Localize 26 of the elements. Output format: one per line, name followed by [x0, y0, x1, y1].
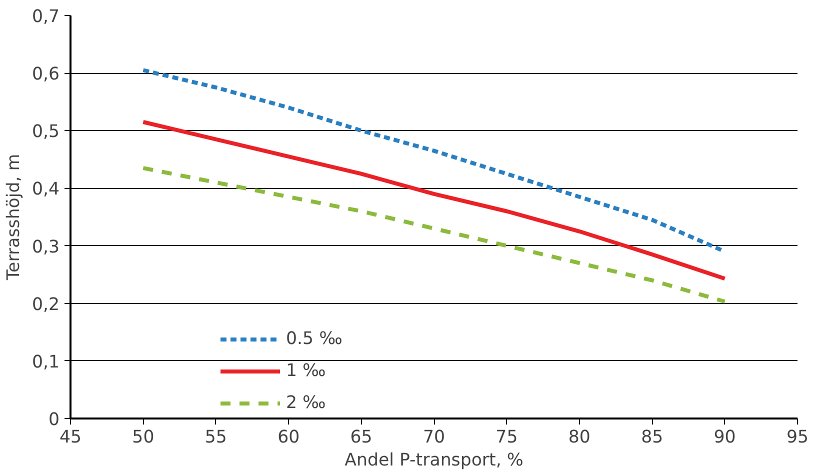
- y-tick-label: 0,4: [32, 180, 60, 200]
- legend-label: 0.5 ‰: [286, 329, 342, 349]
- x-tick-label: 90: [714, 428, 736, 448]
- line-series: [141, 120, 727, 281]
- y-tick-label: 0,1: [32, 352, 60, 372]
- x-tick-label: 75: [496, 428, 518, 448]
- x-tick-label: 70: [422, 428, 446, 448]
- x-tick-label: 45: [59, 428, 82, 448]
- x-tick-label: 80: [568, 428, 590, 448]
- y-tick-label: 0,3: [32, 237, 60, 258]
- y-tick-label: 0,5: [32, 122, 60, 142]
- line-series: [141, 166, 727, 304]
- y-axis-title: Terrasshöjd, m: [4, 154, 24, 282]
- y-tick-label: 0,6: [32, 64, 60, 85]
- x-tick-label: 60: [278, 428, 300, 448]
- y-tick-label: 0,7: [32, 7, 60, 27]
- y-tick-label: 0: [48, 410, 60, 430]
- legend-label: 2 ‰: [286, 393, 326, 413]
- y-tick-label: 0,2: [32, 294, 60, 315]
- x-tick-label: 55: [204, 428, 227, 448]
- legend-label: 1 ‰: [286, 361, 326, 381]
- x-tick-label: 50: [132, 428, 154, 448]
- x-tick-label: 85: [641, 428, 664, 448]
- x-tick-label: 65: [350, 428, 372, 448]
- x-tick-label: 95: [786, 428, 809, 448]
- x-axis-title: Andel P-transport, %: [344, 450, 524, 470]
